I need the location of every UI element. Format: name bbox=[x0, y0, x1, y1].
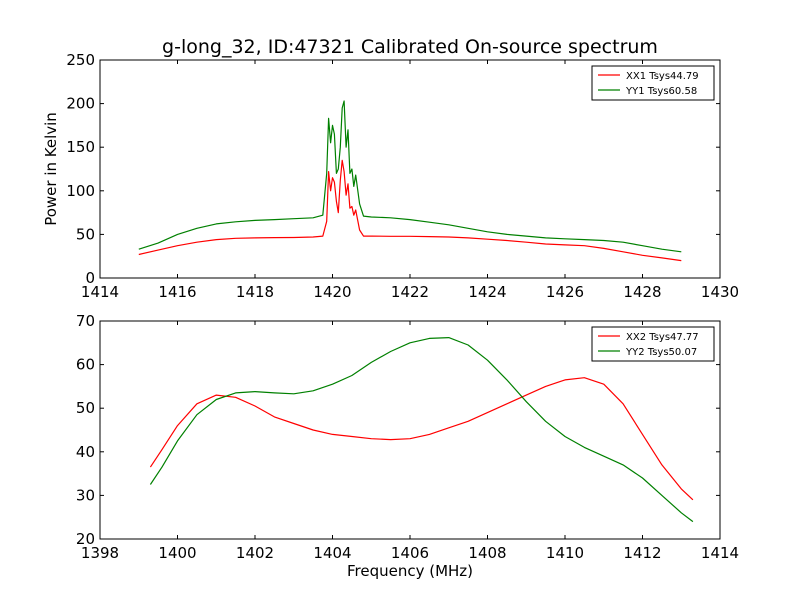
x-tick-label-bottom: 1406 bbox=[391, 544, 429, 562]
spectrum-panel-top: 1414 1416 1418 1420 1422 1424 1426 1428 1430 0 50 1… bbox=[66, 51, 739, 301]
x-tick-label-top: 1420 bbox=[313, 283, 351, 301]
x-tick-label-top: 1424 bbox=[468, 283, 506, 301]
x-tick-label-top: 1416 bbox=[158, 283, 196, 301]
legend-label-bottom-2: YY2 Tsys50.07 bbox=[625, 347, 697, 358]
x-tick-label-bottom: 1414 bbox=[701, 544, 739, 562]
x-tick-label-top: 1430 bbox=[701, 283, 739, 301]
legend-box-top bbox=[591, 65, 715, 101]
x-tick-label-bottom: 1398 bbox=[81, 544, 119, 562]
x-tick-label-bottom: 1412 bbox=[623, 544, 661, 562]
y-axis-label-top: Power in Kelvin bbox=[42, 112, 60, 226]
x-tick-label-top: 1414 bbox=[81, 283, 119, 301]
series-line-top-1 bbox=[138, 159, 682, 262]
y-tick-label-bottom: 70 bbox=[76, 312, 95, 330]
legend-label-top-2: YY1 Tsys60.58 bbox=[625, 86, 697, 97]
y-tick-label-top: 100 bbox=[66, 182, 95, 200]
legend-label-top-1: XX1 Tsys44.79 bbox=[626, 71, 699, 82]
y-tick-label-bottom: 60 bbox=[76, 356, 95, 374]
series-line-top-2 bbox=[138, 100, 682, 253]
series-line-bottom-2 bbox=[149, 337, 694, 523]
legend-bottom: XX2 Tsys47.77 YY2 Tsys50.07 bbox=[591, 326, 715, 362]
x-tick-label-bottom: 1404 bbox=[313, 544, 351, 562]
x-tick-label-top: 1428 bbox=[623, 283, 661, 301]
legend-top: XX1 Tsys44.79 YY1 Tsys60.58 bbox=[591, 65, 715, 101]
legend-box-bottom bbox=[591, 326, 715, 362]
y-tick-label-top: 200 bbox=[66, 95, 95, 113]
x-tick-label-top: 1422 bbox=[391, 283, 429, 301]
x-tick-label-bottom: 1408 bbox=[468, 544, 506, 562]
y-tick-label-top: 50 bbox=[76, 225, 95, 243]
y-tick-label-top: 250 bbox=[66, 51, 95, 69]
x-tick-label-bottom: 1410 bbox=[546, 544, 584, 562]
y-tick-label-bottom: 20 bbox=[76, 530, 95, 548]
y-tick-label-bottom: 40 bbox=[76, 443, 95, 461]
x-tick-label-bottom: 1402 bbox=[236, 544, 274, 562]
y-tick-label-top: 150 bbox=[66, 138, 95, 156]
x-tick-label-top: 1418 bbox=[236, 283, 274, 301]
y-tick-label-bottom: 30 bbox=[76, 486, 95, 504]
x-tick-label-bottom: 1400 bbox=[158, 544, 196, 562]
spectrum-panel-bottom: 1398 1400 1402 1404 1406 1408 1410 1412 1414 20 30… bbox=[76, 312, 739, 562]
y-tick-label-top: 0 bbox=[85, 269, 95, 287]
y-tick-label-bottom: 50 bbox=[76, 399, 95, 417]
series-line-bottom-1 bbox=[149, 377, 694, 501]
x-tick-label-top: 1426 bbox=[546, 283, 584, 301]
x-axis-label-bottom: Frequency (MHz) bbox=[347, 562, 473, 580]
chart-title: g-long_32, ID:47321 Calibrated On-source… bbox=[162, 36, 658, 58]
legend-label-bottom-1: XX2 Tsys47.77 bbox=[626, 332, 699, 343]
